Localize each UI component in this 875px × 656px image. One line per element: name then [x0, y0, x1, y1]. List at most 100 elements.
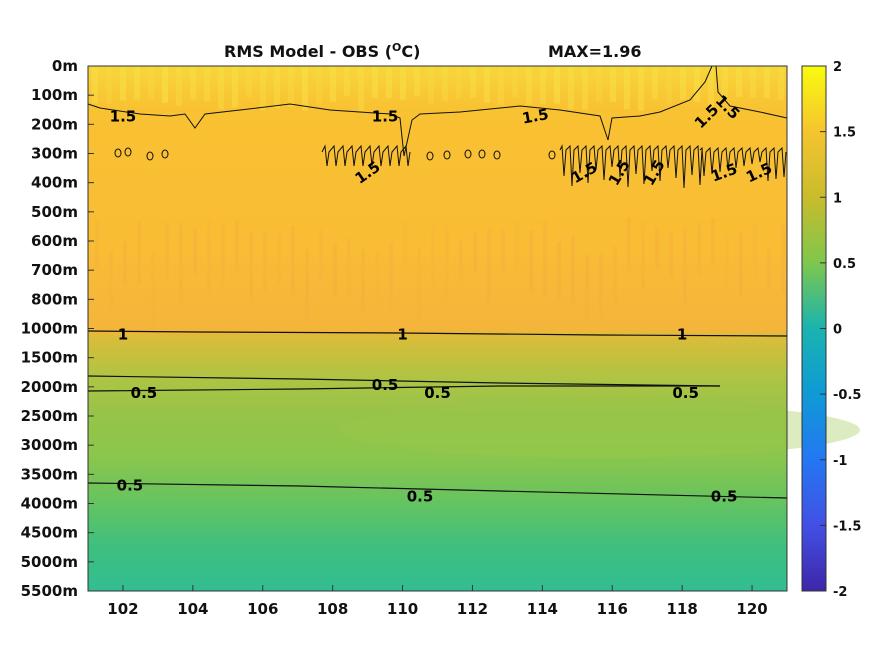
y-tick-label: 600m	[31, 232, 78, 250]
x-tick-label: 102	[107, 600, 138, 618]
contour-label-group: 0.5	[372, 376, 399, 394]
colorbar: 2 1.5 1 0.5 0 -0.5 -1 -1.5 -2	[801, 60, 861, 600]
texture-streak	[655, 227, 659, 269]
y-tick-label: 3500m	[21, 465, 78, 483]
colorbar-tick-label: 0.5	[833, 257, 856, 272]
contour-line	[114, 148, 122, 158]
contour-line	[426, 151, 434, 161]
colorbar-tick-label: -1.5	[833, 519, 861, 534]
contour-label: 1	[677, 326, 687, 344]
texture-streak	[162, 66, 168, 103]
texture-streak	[627, 217, 631, 272]
texture-streak	[624, 66, 630, 110]
texture-streak	[445, 226, 449, 299]
texture-streak	[557, 242, 561, 301]
contour-lines	[87, 65, 788, 499]
texture-streak	[501, 229, 505, 273]
texture-streak	[680, 66, 686, 100]
colorbar-tick-label: 0	[833, 323, 842, 338]
texture-streak	[725, 235, 729, 289]
y-tick-label: 100m	[31, 86, 78, 104]
texture-streak	[417, 248, 421, 322]
texture-streak	[764, 66, 770, 98]
contour-label-group: 0.5	[117, 476, 144, 494]
y-tick-label: 400m	[31, 174, 78, 192]
colorbar-tick-label: 1	[833, 191, 842, 206]
y-tick-label: 1500m	[21, 349, 78, 367]
texture-patch	[340, 402, 860, 458]
heatmap-field	[88, 66, 787, 591]
texture-streak	[585, 254, 589, 321]
contour-label-group: 1	[677, 326, 687, 344]
texture-streak	[613, 246, 617, 307]
y-tick-label: 5000m	[21, 553, 78, 571]
texture-streak	[736, 66, 742, 97]
y-tick-label: 200m	[31, 115, 78, 133]
texture-streak	[781, 224, 785, 294]
texture-streak	[302, 66, 308, 111]
texture-streak	[711, 218, 715, 265]
contour-label: 0.5	[131, 384, 158, 402]
contour-label: 0.5	[407, 488, 434, 506]
colorbar-tick-label: -0.5	[833, 388, 861, 403]
y-tick-label: 700m	[31, 261, 78, 279]
texture-streak	[120, 66, 126, 101]
texture-streak	[109, 250, 113, 314]
contour-label-group: 1	[118, 326, 128, 344]
texture-streak	[204, 66, 210, 102]
contour-line	[464, 149, 472, 159]
texture-streak	[361, 249, 365, 314]
contour-label-group: 0.5	[131, 384, 158, 402]
contour-line	[161, 149, 169, 159]
x-tick-label: 120	[736, 600, 767, 618]
contour-line	[478, 149, 486, 159]
contour-line	[559, 144, 703, 189]
contour-line	[87, 65, 713, 157]
y-tick-label: 800m	[31, 290, 78, 308]
colorbar-tick-label: 1.5	[833, 126, 856, 141]
texture-streak	[515, 222, 519, 275]
texture-streak	[470, 66, 476, 98]
x-tick-label: 106	[247, 600, 278, 618]
texture-streak	[414, 66, 420, 97]
texture-streak	[246, 66, 252, 98]
texture-streak	[641, 221, 645, 289]
texture-streak	[403, 221, 407, 264]
contour-label: 0.5	[372, 376, 399, 394]
x-tick-label: 110	[387, 600, 418, 618]
contour-label: 0.5	[711, 488, 738, 506]
contour-line	[321, 144, 411, 167]
texture-streak	[498, 66, 504, 106]
texture-streak	[568, 66, 574, 110]
texture-streak	[344, 66, 350, 97]
texture-streak	[232, 66, 238, 108]
texture-streak	[512, 66, 518, 98]
contour-line	[87, 330, 788, 337]
max-label: MAX=1.96	[548, 42, 642, 61]
contour-line	[124, 147, 132, 157]
contour-label-group: 1.5	[110, 107, 137, 125]
x-tick-label: 116	[597, 600, 628, 618]
texture-streak	[389, 242, 393, 310]
y-tick-label: 0m	[52, 57, 78, 75]
chart-title: RMS Model - OBS (OC)	[224, 41, 420, 61]
plot-area: 1.5 1.5 1.51.5 1.5 1.5 1.51.51.51.5 1.51 1 10.5 0…	[87, 65, 860, 592]
contour-line	[87, 375, 721, 387]
contour-line	[443, 150, 451, 160]
texture-streak	[571, 234, 575, 304]
contour-label: 0.5	[672, 384, 699, 402]
texture-streak	[134, 66, 140, 100]
contour-label-group: 0.5	[424, 384, 451, 402]
texture-streak	[333, 244, 337, 296]
texture-streak	[179, 221, 183, 302]
contour-label-group: 1.5	[372, 107, 399, 125]
x-tick-label: 112	[457, 600, 488, 618]
texture-streak	[554, 66, 560, 104]
texture-streak	[207, 218, 211, 296]
texture-streak	[739, 233, 743, 296]
texture-streak	[316, 66, 322, 105]
texture-streak	[92, 66, 98, 104]
texture-streak	[347, 238, 351, 297]
texture-streak	[708, 66, 714, 110]
y-tick-label: 5500m	[21, 582, 78, 600]
